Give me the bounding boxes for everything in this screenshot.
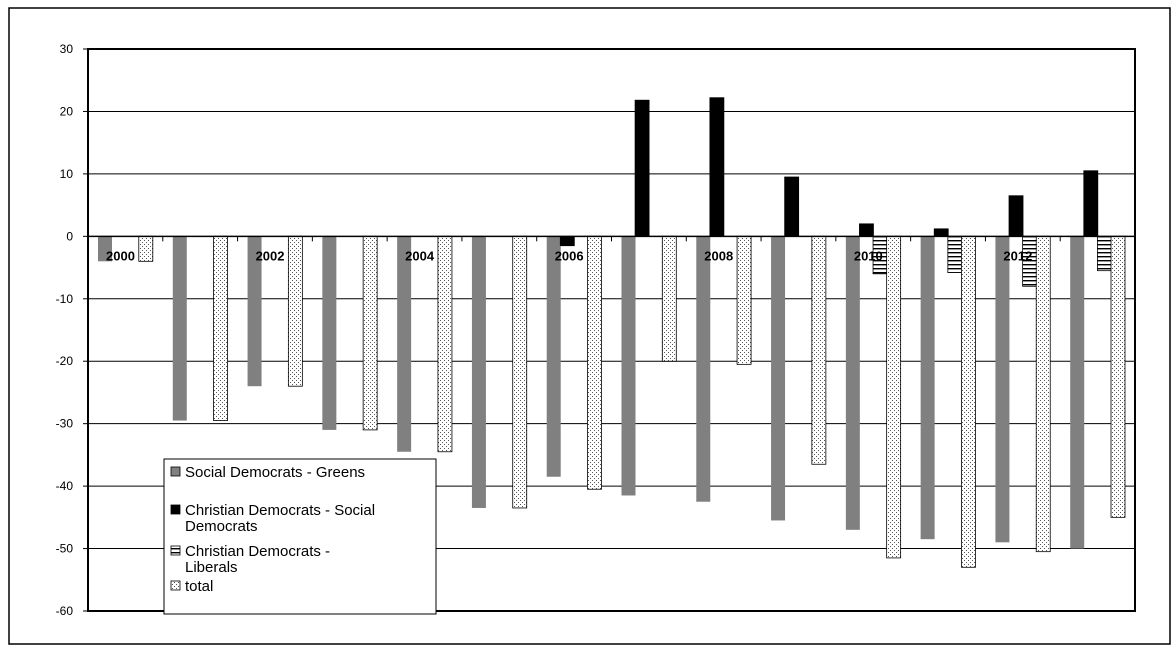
bar-christian-democrats-social-democrats-2006	[559, 235, 575, 247]
bar-social-democrats-greens-2012	[995, 236, 1010, 543]
x-tick-label: 2006	[555, 248, 584, 263]
bar-christian-democrats-social-democrats-2007	[634, 99, 650, 237]
x-axis-tick-labels: 2000 2002 2004 2006 2008 2010 2012	[106, 248, 1032, 263]
bar-social-democrats-greens-2011	[920, 236, 935, 540]
bar-social-democrats-greens-2001	[172, 236, 187, 421]
bar-social-democrats-greens-2004	[397, 236, 412, 452]
bar-christian-democrats-social-democrats-2008	[709, 97, 725, 237]
bar-christian-democrats-liberals-2011	[947, 235, 963, 273]
bar-social-democrats-greens-2000	[97, 236, 112, 262]
y-tick-label: -40	[56, 479, 74, 493]
bar-christian-democrats-social-democrats-2010	[859, 223, 874, 237]
y-tick-label: 0	[66, 229, 73, 243]
legend-swatch	[170, 504, 181, 515]
plot-border	[87, 48, 1136, 612]
legend-label: Social Democrats - Greens	[185, 464, 365, 481]
bar-total-2011	[961, 235, 976, 568]
x-tick-label: 2002	[256, 248, 285, 263]
y-tick-label: -10	[56, 292, 74, 306]
y-tick-label: 20	[60, 104, 74, 118]
bar-social-democrats-greens-2009	[771, 236, 786, 521]
y-axis-ticks: 30 20 10 0 -10 -20 -30 -40 -50 -60	[56, 42, 88, 618]
legend-swatch	[170, 580, 181, 591]
bar-total-2007	[661, 235, 677, 362]
bar-total-2001	[213, 235, 228, 421]
x-tick-label: 2004	[405, 248, 435, 263]
y-tick-label: -50	[56, 542, 74, 556]
bar-social-democrats-greens-2006	[546, 236, 561, 477]
bar-total-2003	[362, 235, 378, 431]
bar-total-2002	[287, 235, 303, 387]
bar-social-democrats-greens-2007	[621, 236, 636, 496]
y-tick-label: -30	[56, 417, 74, 431]
bar-total-2009	[811, 235, 827, 465]
y-tick-label: -20	[56, 354, 74, 368]
legend-box	[163, 458, 437, 615]
bar-social-democrats-greens-2013	[1070, 236, 1085, 549]
x-tick-label: 2010	[854, 248, 883, 263]
bar-total-2012	[1035, 235, 1051, 553]
legend-label: Christian Democrats -Liberals	[185, 543, 330, 576]
bar-social-democrats-greens-2002	[247, 236, 262, 387]
legend-swatch	[170, 466, 181, 477]
bar-christian-democrats-liberals-2013	[1097, 235, 1112, 272]
bar-total-2006	[587, 235, 602, 490]
x-tick-label: 2012	[1003, 248, 1032, 263]
bar-christian-democrats-social-democrats-2011	[933, 228, 949, 237]
legend-label: Christian Democrats - Social Democrats	[185, 502, 375, 535]
x-tick-label: 2000	[106, 248, 135, 263]
bars	[97, 97, 1126, 568]
bar-social-democrats-greens-2008	[696, 236, 711, 502]
zero-axis	[87, 235, 1136, 242]
y-tick-label: -60	[56, 604, 74, 618]
bar-social-democrats-greens-2003	[322, 236, 337, 430]
y-tick-label: 30	[60, 42, 74, 56]
bar-social-democrats-greens-2005	[471, 236, 486, 508]
legend-label: total	[185, 578, 213, 595]
bar-social-democrats-greens-2010	[845, 236, 860, 530]
bar-total-2013	[1110, 235, 1126, 518]
bar-total-2010	[886, 235, 902, 559]
legend-swatch	[170, 545, 181, 556]
y-tick-label: 10	[60, 167, 74, 181]
bar-total-2008	[736, 235, 752, 365]
bar-total-2005	[512, 235, 528, 509]
bar-total-2004	[437, 235, 453, 453]
bar-total-2000	[138, 235, 154, 262]
bar-christian-democrats-social-democrats-2009	[784, 176, 800, 237]
x-tick-label: 2008	[704, 248, 733, 263]
legend: Social Democrats - Greens Christian Democ…	[163, 458, 437, 615]
bar-christian-democrats-social-democrats-2012	[1008, 195, 1024, 237]
bar-christian-democrats-social-democrats-2013	[1083, 170, 1099, 237]
